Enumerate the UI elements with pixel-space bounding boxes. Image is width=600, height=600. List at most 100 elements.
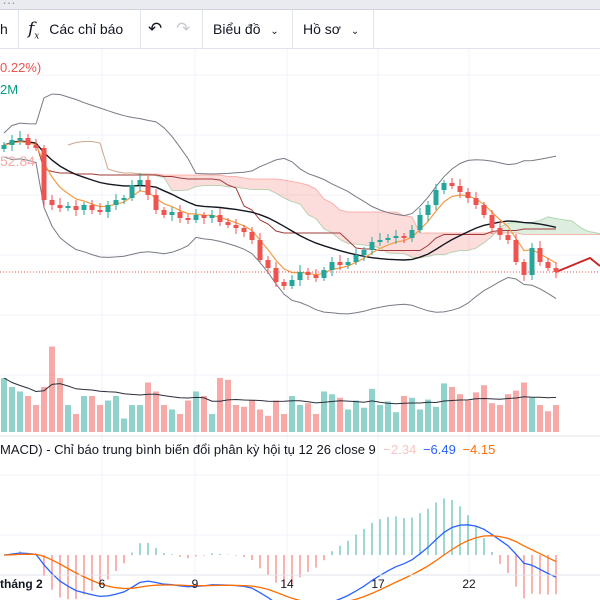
volume-bar — [401, 396, 407, 432]
candle-body — [257, 240, 263, 260]
volume-bar — [177, 414, 183, 432]
ichimoku-cloud-segment — [292, 181, 300, 204]
volume-moving-average — [3, 377, 557, 405]
ichimoku-cloud-segment — [548, 216, 556, 235]
volume-bar — [425, 399, 431, 432]
ichimoku-cloud-segment — [172, 175, 180, 191]
volume-bar — [17, 391, 23, 432]
profile-label: Hồ sơ — [303, 21, 341, 37]
volume-bar — [513, 390, 519, 432]
toolbar-partial-button[interactable]: h — [0, 21, 8, 37]
volume-bar — [33, 405, 39, 432]
ichimoku-cloud-segment — [476, 233, 484, 249]
volume-bar — [537, 405, 543, 432]
toolbar-divider — [373, 10, 374, 48]
indicators-button[interactable]: fx Các chỉ báo — [28, 10, 123, 48]
time-axis-label: 6 — [99, 577, 106, 591]
profile-dropdown[interactable]: Hồ sơ ⌄ — [303, 10, 359, 48]
candle-body — [353, 255, 359, 262]
volume-bar — [65, 405, 71, 432]
candle-body — [401, 236, 407, 238]
ichimoku-cloud-segment — [580, 227, 588, 235]
candle-body — [41, 148, 47, 200]
ichimoku-cloud-segment — [340, 210, 348, 244]
volume-bar — [313, 414, 319, 432]
volume-bar — [89, 396, 95, 432]
candle-body — [217, 215, 223, 222]
candle-body — [465, 192, 471, 198]
toolbar-divider — [18, 10, 19, 48]
ichimoku-cloud-segment — [316, 189, 324, 229]
candle-body — [473, 198, 479, 205]
candle-body — [25, 138, 31, 145]
candle-body — [297, 272, 303, 280]
candle-body — [121, 198, 127, 200]
ichimoku-cloud-segment — [380, 212, 388, 253]
volume-bar — [185, 400, 191, 432]
toolbar-divider — [140, 10, 141, 48]
candle-body — [537, 248, 543, 262]
volume-bar — [193, 391, 199, 432]
candle-body — [137, 180, 143, 185]
candle-body — [17, 138, 23, 140]
candle-body — [321, 270, 327, 278]
chart-canvas[interactable]: tháng 2 6 9 14 17 22 — [0, 49, 600, 600]
volume-bar — [417, 409, 423, 432]
ichimoku-cloud-segment — [420, 233, 428, 258]
volume-bar — [105, 400, 111, 432]
candle-body — [89, 205, 95, 210]
candle-body — [513, 240, 519, 262]
macd-legend: MACD) - Chỉ báo trung bình biến đổi phân… — [0, 442, 495, 457]
volume-bar — [169, 409, 175, 432]
volume-bar — [9, 387, 15, 432]
chart-type-dropdown[interactable]: Biểu đồ ⌄ — [213, 10, 279, 48]
volume-bar — [321, 391, 327, 432]
candle-body — [385, 238, 391, 240]
ichimoku-cloud-segment — [300, 183, 308, 215]
volume-bar — [529, 397, 535, 432]
macd-line-value: −6.49 — [422, 442, 456, 457]
ichimoku-cloud-segment — [212, 175, 220, 186]
chart-type-label: Biểu đồ — [213, 21, 261, 37]
volume-bar — [289, 396, 295, 432]
candle-body — [201, 215, 207, 218]
volume-bar — [553, 405, 559, 432]
volume-bar — [337, 397, 343, 432]
indicators-label: Các chỉ báo — [49, 21, 124, 37]
volume-bar — [433, 406, 439, 432]
volume-bar — [377, 405, 383, 432]
candle-body — [161, 210, 167, 215]
candle-body — [145, 180, 151, 195]
volume-bar — [369, 388, 375, 432]
ichimoku-cloud-segment — [452, 233, 460, 253]
candle-body — [273, 268, 279, 282]
time-axis-label: 17 — [371, 577, 385, 591]
volume-bar — [353, 400, 359, 432]
ichimoku-cloud-segment — [572, 221, 580, 235]
ichimoku-kijun-line — [3, 141, 556, 251]
volume-bar — [465, 400, 471, 432]
candle-body — [425, 205, 431, 215]
volume-bar — [241, 406, 247, 432]
redo-icon[interactable]: ↷ — [176, 19, 191, 38]
candle-body — [489, 215, 495, 228]
window-title-strip: … — [0, 0, 600, 10]
ichimoku-cloud-segment — [324, 199, 332, 233]
bollinger-upper — [3, 93, 557, 217]
undo-icon[interactable]: ↶ — [148, 19, 163, 38]
volume-bar — [281, 414, 287, 432]
ichimoku-cloud-segment — [244, 178, 252, 190]
ichimoku-cloud-segment — [252, 179, 260, 190]
candle-body — [337, 262, 343, 265]
candle-body — [241, 228, 247, 232]
ichimoku-cloud-segment — [372, 212, 380, 248]
candle-body — [9, 140, 15, 145]
toolbar-divider — [202, 10, 203, 48]
volume-bar — [209, 414, 215, 432]
ichimoku-cloud-segment — [396, 212, 404, 254]
chevron-down-icon: ⌄ — [350, 26, 360, 37]
ichimoku-cloud-segment — [364, 212, 372, 246]
volume-bar — [449, 387, 455, 432]
moving-average-5 — [3, 140, 557, 276]
ichimoku-cloud-segment — [596, 232, 600, 235]
